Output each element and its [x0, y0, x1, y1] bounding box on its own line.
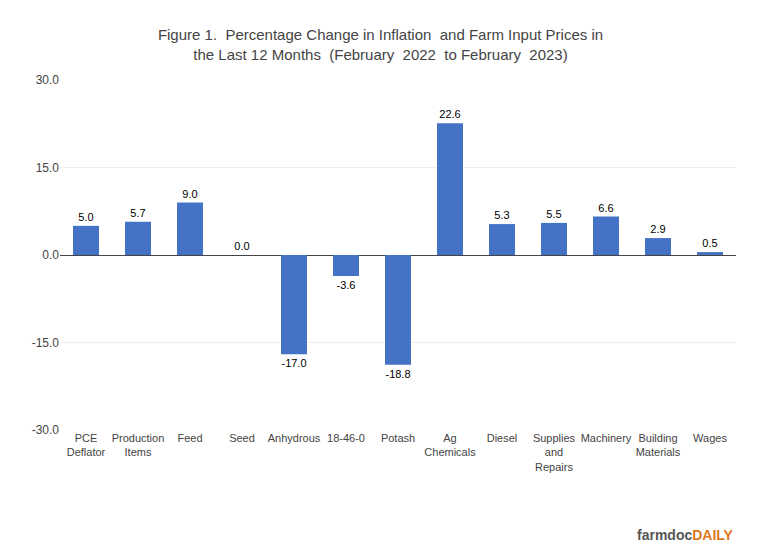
svg-text:-17.0: -17.0 — [281, 357, 306, 369]
svg-text:Diesel: Diesel — [487, 432, 518, 444]
svg-text:5.0: 5.0 — [78, 211, 93, 223]
svg-text:30.0: 30.0 — [36, 73, 60, 87]
svg-text:Anhydrous: Anhydrous — [268, 432, 321, 444]
svg-text:0.0: 0.0 — [234, 240, 249, 252]
svg-text:18-46-0: 18-46-0 — [327, 432, 365, 444]
svg-text:5.3: 5.3 — [494, 209, 509, 221]
svg-text:farmdocDAILY: farmdocDAILY — [637, 527, 734, 543]
svg-text:PCEDeflator: PCEDeflator — [67, 432, 106, 458]
svg-text:-15.0: -15.0 — [32, 336, 60, 350]
svg-text:BuildingMaterials: BuildingMaterials — [636, 432, 681, 458]
svg-text:Seed: Seed — [229, 432, 255, 444]
svg-text:Potash: Potash — [381, 432, 415, 444]
svg-text:6.6: 6.6 — [598, 202, 613, 214]
svg-text:Figure 1. Percentage Change i: Figure 1. Percentage Change in Inflation… — [158, 26, 603, 63]
svg-text:2.9: 2.9 — [650, 223, 665, 235]
svg-text:5.7: 5.7 — [130, 207, 145, 219]
svg-text:ProductionItems: ProductionItems — [112, 432, 165, 458]
svg-text:22.6: 22.6 — [439, 108, 460, 120]
svg-text:9.0: 9.0 — [182, 188, 197, 200]
svg-text:AgChemicals: AgChemicals — [424, 432, 476, 458]
svg-text:Wages: Wages — [693, 432, 727, 444]
svg-text:5.5: 5.5 — [546, 208, 561, 220]
svg-text:15.0: 15.0 — [36, 161, 60, 175]
svg-text:Machinery: Machinery — [581, 432, 632, 444]
svg-text:0.0: 0.0 — [42, 248, 59, 262]
svg-text:-30.0: -30.0 — [32, 423, 60, 437]
svg-text:-3.6: -3.6 — [337, 279, 356, 291]
svg-text:0.5: 0.5 — [702, 237, 717, 249]
svg-text:SuppliesandRepairs: SuppliesandRepairs — [533, 432, 576, 473]
svg-text:-18.8: -18.8 — [385, 368, 410, 380]
svg-text:Feed: Feed — [177, 432, 202, 444]
